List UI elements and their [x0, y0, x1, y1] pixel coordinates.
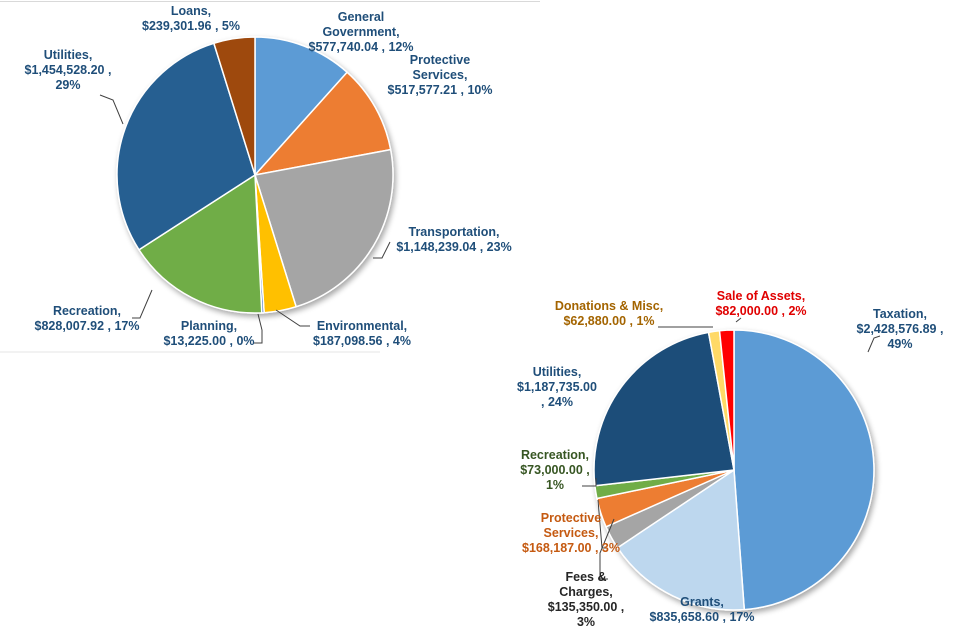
leader-line-environmental	[275, 309, 310, 327]
slice-protective-services	[254, 71, 392, 176]
slice-loans	[213, 36, 256, 176]
slice-utilities	[593, 331, 735, 487]
slice-taxation	[733, 329, 875, 611]
slice-sale-of-assets	[718, 329, 735, 471]
data-label-utilities: Utilities, $1,187,735.00, 24%	[517, 365, 597, 409]
data-label-utilities: Utilities, $1,454,528.20 , 29%	[25, 48, 112, 92]
data-label-grants: Grants, $835,658.60 , 17%	[650, 595, 755, 624]
data-label-fees-charges: Fees & Charges, $135,350.00 , 3%	[548, 570, 624, 629]
leader-line-recreation	[582, 478, 597, 487]
data-label-donations-misc: Donations & Misc, $62,880.00 , 1%	[555, 299, 663, 328]
background-frame	[0, 1, 540, 353]
pie-1	[116, 36, 394, 314]
data-label-planning: Planning, $13,225.00 , 0%	[163, 319, 254, 348]
data-label-environmental: Environmental, $187,098.56 , 4%	[313, 319, 411, 348]
data-label-general-government: General Government, $577,740.04 , 12%	[309, 10, 414, 54]
slice-recreation	[138, 174, 263, 314]
slice-general-government	[254, 36, 348, 176]
pie-1-labels: General Government, $577,740.04 , 12%Prote…	[25, 4, 512, 348]
data-label-recreation: Recreation, $828,007.92 , 17%	[35, 304, 140, 333]
data-label-protective-services: Protective Services, $517,577.21 , 10%	[388, 53, 493, 97]
data-label-transportation: Transportation, $1,148,239.04 , 23%	[396, 225, 511, 254]
data-label-recreation: Recreation, $73,000.00 , 1%	[520, 448, 590, 492]
data-label-taxation: Taxation, $2,428,576.89 , 49%	[857, 307, 944, 351]
data-label-loans: Loans, $239,301.96 , 5%	[142, 4, 240, 33]
data-label-sale-of-assets: Sale of Assets, $82,000.00 , 2%	[715, 289, 806, 318]
leader-line-utilities	[99, 94, 124, 125]
leader-line-sale-of-assets	[735, 317, 742, 323]
pie-2-labels: Taxation, $2,428,576.89 , 49% Grants, $835,6…	[517, 289, 943, 629]
leader-line-planning	[254, 313, 263, 344]
slice-transportation	[254, 148, 394, 308]
leader-line-recreation	[132, 289, 153, 319]
leader-line-protective-services	[597, 499, 606, 549]
data-label-protective-services: Protective Services, $168,187.00 , 3%	[522, 511, 620, 555]
pie-2	[593, 329, 875, 611]
leader-line-fees-charges	[599, 518, 615, 580]
slice-grants	[616, 469, 746, 611]
leader-line-transportation	[373, 241, 391, 259]
leader-line-taxation	[867, 335, 881, 353]
slice-utilities	[116, 42, 256, 251]
